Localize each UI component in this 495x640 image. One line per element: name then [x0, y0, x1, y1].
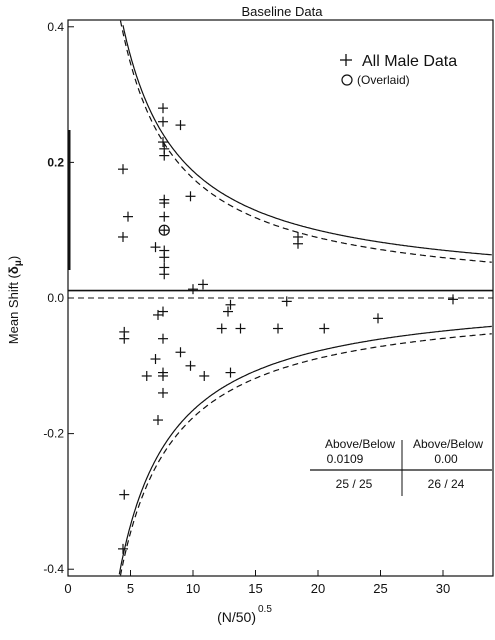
y-tick-label: -0.4 — [43, 562, 64, 576]
lower-dashed-boundary-curve — [119, 333, 492, 576]
data-point-plus — [153, 415, 163, 426]
x-axis-ticks: 0 5 10 15 20 25 30 — [64, 570, 450, 596]
data-point-plus — [223, 306, 233, 317]
data-point-plus — [293, 238, 303, 249]
x-axis-label: (N/50) — [217, 609, 256, 625]
data-point-plus — [119, 333, 130, 344]
data-point-plus — [118, 231, 128, 242]
data-point-plus — [159, 225, 170, 236]
data-points — [118, 103, 458, 554]
svg-text:Mean Shift (δμ): Mean Shift (δμ) — [6, 256, 24, 344]
data-point-plus — [158, 116, 168, 127]
lower-solid-boundary-curve — [118, 325, 492, 575]
legend-circle-marker — [341, 74, 353, 86]
upper-dashed-boundary-curve — [119, 20, 492, 263]
data-point-plus — [158, 333, 168, 344]
x-tick-label: 0 — [64, 581, 71, 596]
data-point-plus — [319, 323, 330, 334]
y-tick-label: 0.0 — [47, 291, 64, 305]
x-tick-label: 15 — [248, 581, 262, 596]
data-point-plus — [159, 211, 170, 222]
data-point-plus — [199, 370, 210, 381]
x-tick-label: 25 — [373, 581, 387, 596]
data-point-plus — [118, 164, 128, 175]
legend-label-all-male: All Male Data — [362, 53, 457, 70]
data-point-plus — [216, 323, 227, 334]
data-point-plus — [158, 370, 168, 381]
data-point-plus — [158, 387, 168, 398]
x-tick-label: 10 — [186, 581, 200, 596]
data-point-plus — [159, 198, 170, 209]
data-point-plus — [158, 137, 168, 148]
data-point-plus — [118, 543, 128, 554]
table-col1-header-line1: Above/Below — [325, 437, 395, 451]
data-point-plus — [188, 284, 198, 295]
y-axis-label-subscript: μ — [13, 260, 24, 266]
data-point-plus — [159, 150, 170, 161]
table-col1-header-line2: 0.0109 — [327, 452, 364, 466]
legend: All Male Data (Overlaid) — [340, 53, 457, 87]
y-tick-label: 0.4 — [47, 20, 64, 34]
data-point-plus — [158, 103, 168, 114]
y-tick-label: 0.2 — [47, 155, 64, 169]
chart-title: Baseline Data — [242, 4, 324, 19]
data-point-plus — [185, 360, 196, 371]
data-point-plus — [225, 299, 236, 310]
data-point-circle — [158, 224, 170, 236]
legend-label-overlaid: (Overlaid) — [357, 73, 410, 87]
summary-table: Above/Below 0.0109 Above/Below 0.00 25 /… — [310, 437, 492, 496]
y-axis-label-symbol: δ — [6, 266, 21, 274]
data-point-plus — [159, 269, 170, 280]
boundary-curves — [118, 20, 492, 576]
data-point-plus — [281, 296, 292, 307]
data-point-plus — [225, 367, 236, 378]
table-col2-header-line2: 0.00 — [434, 452, 458, 466]
data-point-plus — [198, 279, 208, 290]
table-col2-value: 26 / 24 — [428, 477, 465, 491]
y-axis-ticks: 0.4 0.2 0.0 -0.2 -0.4 — [43, 20, 74, 576]
data-point-plus — [150, 354, 161, 365]
x-axis-label-superscript: 0.5 — [258, 604, 272, 615]
y-axis-label-prefix: Mean Shift ( — [6, 273, 21, 344]
data-point-plus — [150, 242, 161, 253]
y-axis-label: Mean Shift (δμ) — [6, 256, 24, 344]
data-point-plus — [235, 323, 246, 334]
data-point-plus — [158, 306, 168, 317]
x-tick-label: 30 — [436, 581, 450, 596]
data-point-plus — [273, 323, 283, 334]
table-col2-header-line1: Above/Below — [413, 437, 483, 451]
data-point-plus — [159, 252, 170, 263]
table-col1-value: 25 / 25 — [336, 477, 373, 491]
data-point-plus — [175, 120, 186, 131]
data-point-plus — [448, 294, 458, 305]
legend-plus-marker — [340, 54, 352, 66]
data-point-plus — [175, 347, 186, 358]
data-point-plus — [123, 211, 133, 222]
y-tick-label: -0.2 — [43, 427, 64, 441]
data-point-plus — [119, 489, 130, 500]
y-axis-label-suffix: ) — [6, 256, 21, 260]
data-point-plus — [185, 191, 196, 202]
x-tick-label: 20 — [311, 581, 325, 596]
data-point-plus — [141, 370, 152, 381]
upper-solid-boundary-curve — [122, 25, 492, 256]
data-point-plus — [373, 313, 383, 324]
reference-lines — [68, 289, 493, 299]
x-tick-label: 5 — [127, 581, 134, 596]
